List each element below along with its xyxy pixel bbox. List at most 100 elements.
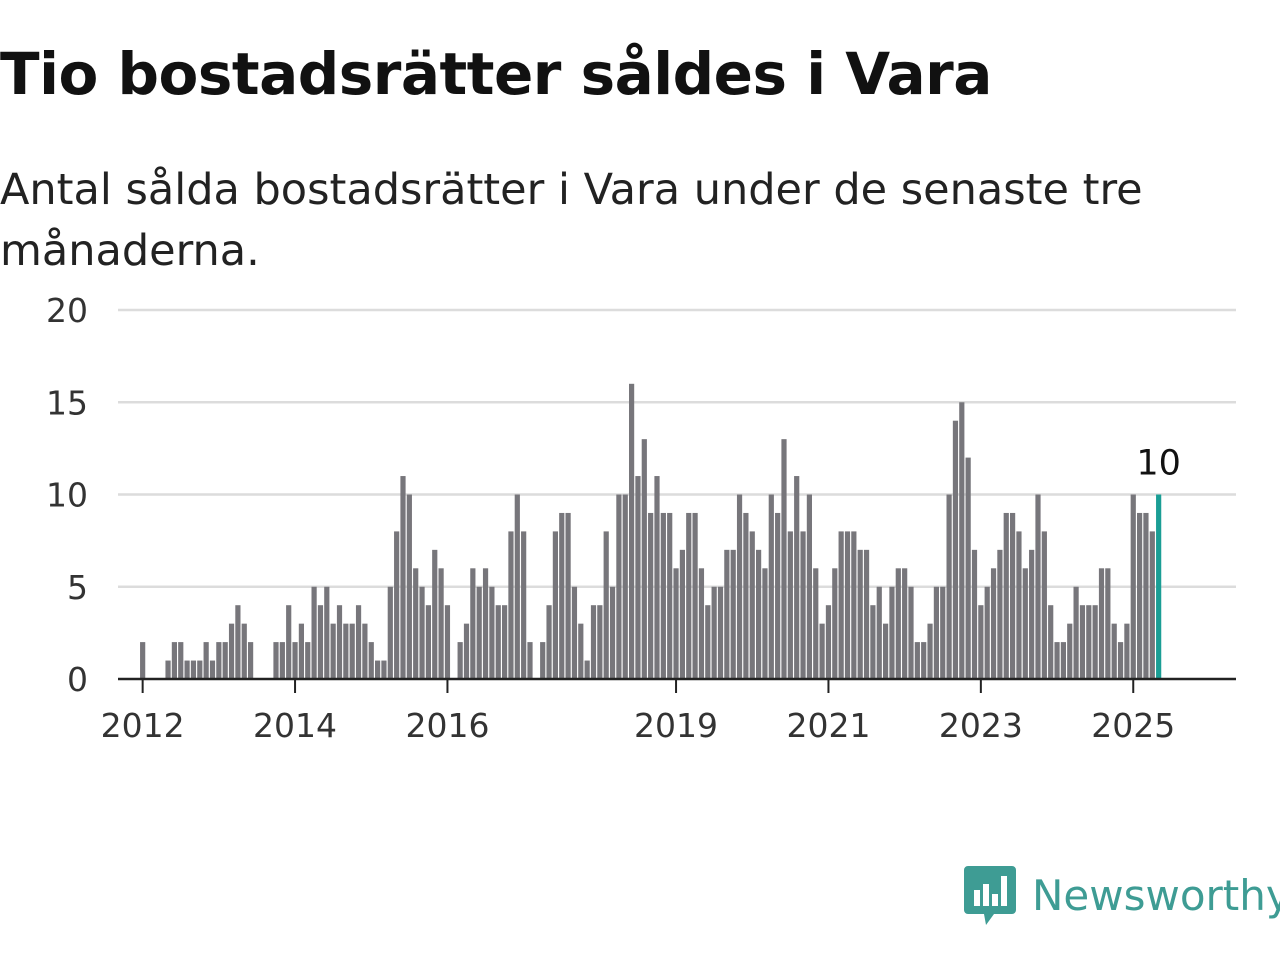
bar	[679, 549, 685, 679]
y-tick-label-10: 10	[46, 476, 88, 515]
bar	[629, 383, 635, 679]
bar	[889, 586, 895, 679]
bar	[476, 586, 482, 679]
bar	[292, 642, 298, 679]
bar	[241, 623, 247, 679]
bar	[997, 549, 1003, 679]
bar	[768, 494, 774, 679]
bar	[463, 623, 470, 679]
bar	[673, 568, 679, 679]
bar	[851, 531, 857, 679]
bar	[838, 531, 844, 679]
bar	[965, 457, 971, 679]
bar	[635, 476, 641, 679]
chart-grid	[118, 308, 1236, 588]
bar	[806, 494, 812, 679]
bar	[692, 512, 698, 679]
bar	[1016, 531, 1022, 679]
bar	[349, 623, 355, 679]
bar	[171, 642, 177, 679]
bar	[140, 642, 146, 679]
bar	[648, 512, 654, 679]
bar	[197, 660, 203, 679]
bar	[387, 586, 393, 679]
newsworthy-logo: Newsworthy	[964, 866, 1280, 926]
chart-bars	[140, 383, 1162, 679]
bar	[571, 586, 578, 679]
bar	[248, 642, 254, 679]
bar	[362, 623, 368, 679]
bar	[184, 660, 190, 679]
bar	[438, 568, 444, 679]
bar	[425, 605, 431, 679]
bar	[381, 660, 387, 679]
bar	[813, 568, 819, 679]
bar	[927, 623, 933, 679]
bar	[705, 605, 711, 679]
bar	[794, 476, 800, 679]
bar	[394, 531, 400, 679]
bar-chart: 0 5 10 15 20 2012 2014 2016 2019 2021 2023 2025 10	[46, 291, 1236, 745]
bar	[698, 568, 705, 679]
bar	[959, 402, 965, 679]
page-subtitle: Antal sålda bostadsrätter i Vara under d…	[0, 165, 1143, 276]
bar	[870, 605, 876, 679]
bar	[1029, 549, 1035, 679]
bar	[940, 586, 946, 679]
bar	[825, 605, 832, 679]
bar	[222, 642, 228, 679]
bar	[914, 642, 920, 679]
bar	[1035, 494, 1041, 679]
bar	[190, 660, 197, 679]
bar	[603, 531, 609, 679]
bar	[800, 531, 806, 679]
bar	[641, 439, 647, 679]
bar	[863, 549, 870, 679]
bar	[1098, 568, 1105, 679]
bar	[470, 568, 476, 679]
y-tick-label-0: 0	[67, 660, 88, 699]
bar	[1060, 642, 1066, 679]
bar	[444, 605, 451, 679]
bar	[590, 605, 597, 679]
bar	[844, 531, 851, 679]
bar	[311, 586, 317, 679]
bar	[787, 531, 793, 679]
bar	[711, 586, 717, 679]
y-tick-label-5: 5	[67, 568, 88, 607]
bar	[546, 605, 552, 679]
bar	[482, 568, 489, 679]
bar	[228, 623, 235, 679]
bar	[819, 623, 825, 679]
bar	[495, 605, 501, 679]
x-axis-labels: 2012 2014 2016 2019 2021 2023 2025	[101, 706, 1176, 745]
bar	[660, 512, 666, 679]
bar	[336, 605, 343, 679]
bar	[565, 512, 571, 679]
bar	[736, 494, 743, 679]
bar	[216, 642, 222, 679]
bar	[209, 660, 216, 679]
bar	[1048, 605, 1054, 679]
y-tick-label-20: 20	[46, 291, 88, 330]
bar	[559, 512, 565, 679]
bar	[540, 642, 546, 679]
x-axis	[118, 677, 1236, 693]
bar	[368, 642, 374, 679]
page-title: Tio bostadsrätter såldes i Vara	[0, 40, 992, 108]
bar	[578, 623, 584, 679]
bar	[1010, 512, 1016, 679]
bar	[756, 549, 762, 679]
bar	[273, 642, 279, 679]
highlight-value-label: 10	[1136, 444, 1181, 484]
bar	[1092, 605, 1098, 679]
x-tick-label-2025: 2025	[1091, 706, 1175, 745]
bar	[883, 623, 889, 679]
x-tick-label-2016: 2016	[405, 706, 489, 745]
bar	[527, 642, 533, 679]
bar	[1130, 494, 1136, 679]
bar	[375, 660, 381, 679]
bar	[946, 494, 952, 679]
bar	[609, 586, 616, 679]
bar	[330, 623, 336, 679]
